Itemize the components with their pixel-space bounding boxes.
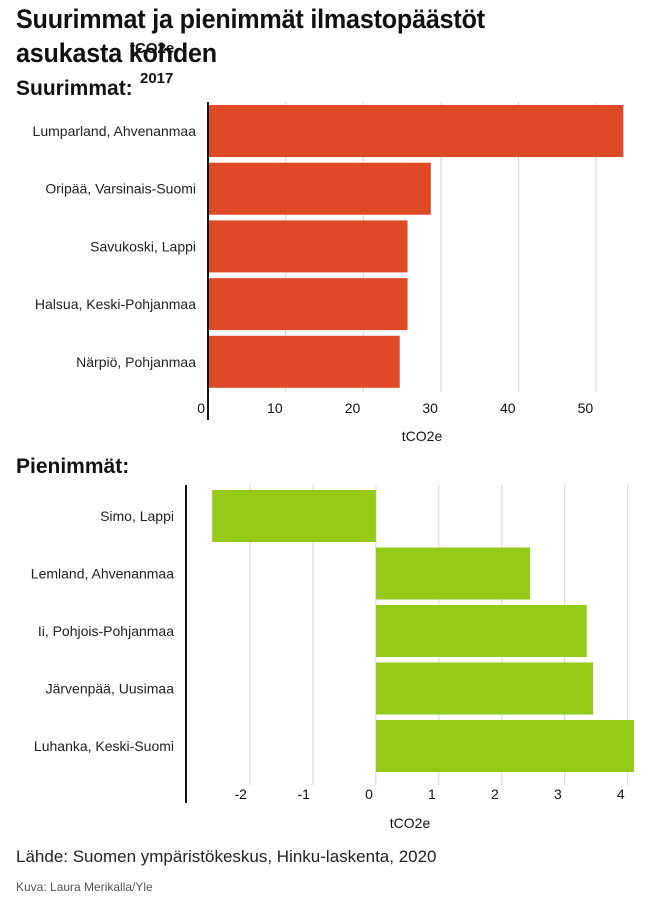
smallest-section-heading: Pienimmät: (16, 455, 130, 478)
largest-category-label: Savukoski, Lappi (90, 238, 196, 254)
largest-bar (208, 162, 431, 215)
smallest-axis-title: tCO2e (390, 815, 431, 831)
largest-tick-label: 40 (500, 400, 516, 416)
unit-label: tCO2e (130, 40, 175, 57)
smallest-emissions-chart: -2 -1 0 1 2 3 4 Simo, Lappi Lemland, Ahvenanmaa I… (31, 485, 634, 831)
largest-tick-label: 10 (267, 400, 283, 416)
smallest-tick-label: 1 (428, 786, 436, 802)
largest-bar (208, 220, 408, 273)
largest-emissions-chart: 0 10 20 30 40 50 Lumparland, Ahvenanmaa Oripää,… (33, 102, 624, 444)
largest-bar (208, 278, 408, 331)
smallest-bar (375, 720, 634, 772)
chart-title: Suurimmat ja pienimmät ilmastopäästöt as… (16, 4, 485, 68)
smallest-tick-label: -1 (297, 786, 310, 802)
smallest-category-label: Ii, Pohjois-Pohjanmaa (38, 623, 174, 639)
image-credit: Kuva: Laura Merikalla/Yle (16, 880, 153, 894)
largest-tick-label: 50 (578, 400, 594, 416)
largest-tick-label: 0 (197, 400, 205, 416)
largest-category-label: Närpiö, Pohjanmaa (76, 354, 196, 370)
smallest-category-label: Simo, Lappi (100, 508, 174, 524)
year-label: 2017 (140, 70, 174, 87)
smallest-bar (375, 662, 594, 715)
smallest-tick-label: 0 (365, 786, 373, 802)
smallest-bar (375, 605, 587, 657)
smallest-bar (375, 547, 531, 600)
largest-bar (208, 335, 400, 388)
smallest-category-label: Järvenpää, Uusimaa (46, 681, 175, 697)
smallest-category-label: Lemland, Ahvenanmaa (31, 566, 174, 582)
largest-category-label: Oripää, Varsinais-Suomi (45, 181, 196, 197)
largest-tick-label: 20 (345, 400, 361, 416)
largest-axis-title: tCO2e (402, 428, 443, 444)
smallest-tick-label: 4 (617, 786, 625, 802)
smallest-tick-label: -2 (235, 786, 248, 802)
largest-category-label: Halsua, Keski-Pohjanmaa (35, 296, 196, 312)
smallest-tick-label: 3 (554, 786, 562, 802)
smallest-bar (212, 490, 376, 542)
source-note: Lähde: Suomen ympäristökeskus, Hinku-las… (16, 847, 437, 866)
largest-section-heading: Suurimmat: (16, 77, 133, 100)
largest-category-label: Lumparland, Ahvenanmaa (33, 123, 197, 139)
largest-bar (208, 105, 624, 157)
smallest-category-label: Luhanka, Keski-Suomi (34, 738, 174, 754)
smallest-tick-label: 2 (491, 786, 499, 802)
largest-tick-label: 30 (422, 400, 438, 416)
